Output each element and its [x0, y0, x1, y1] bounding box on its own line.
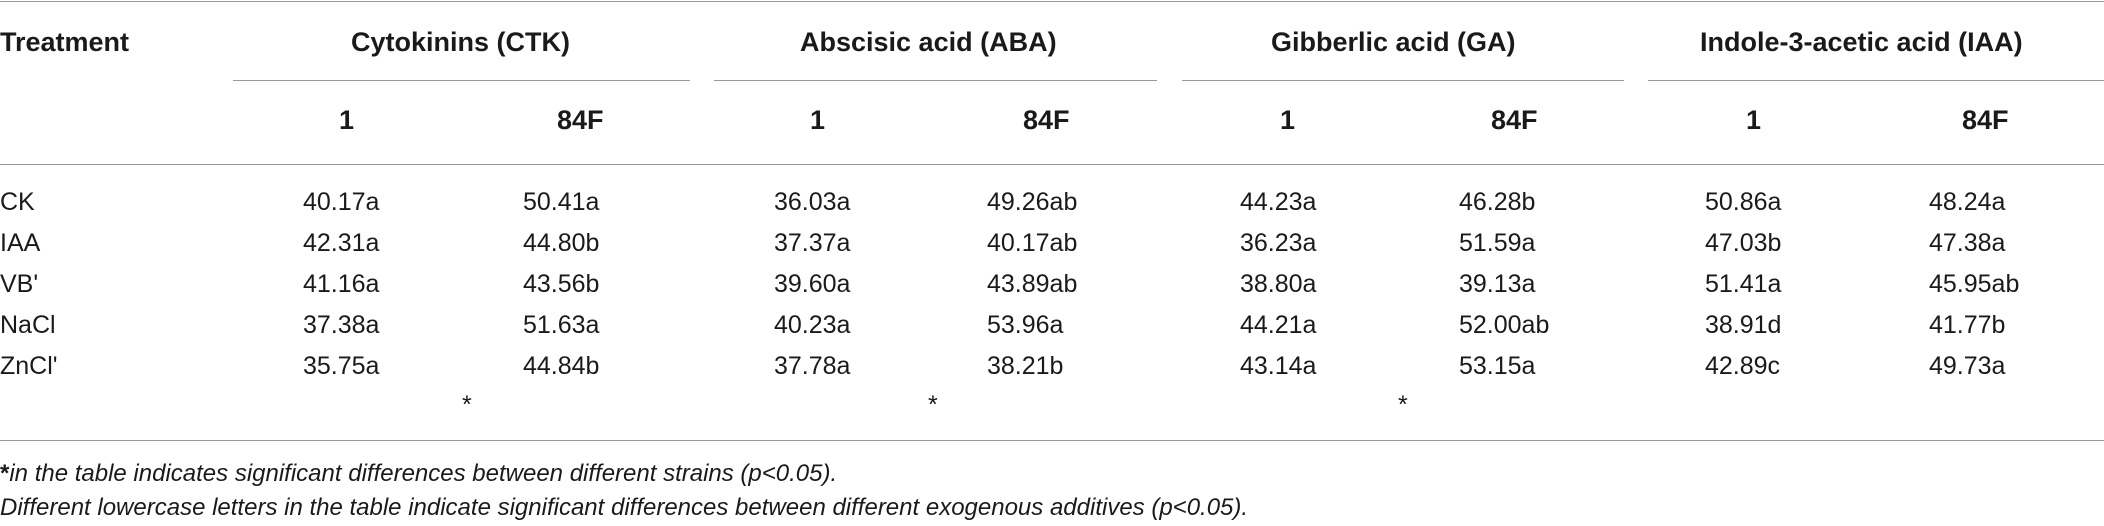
significance-mark-aba: *	[928, 391, 938, 419]
subheader-ctk-1: 1	[339, 105, 355, 135]
table-cell: 53.96a	[987, 311, 1064, 339]
table-cell: 50.41a	[523, 188, 600, 216]
table-cell: 38.80a	[1240, 270, 1317, 298]
table-cell: 51.63a	[523, 311, 600, 339]
row-label: IAA	[0, 229, 41, 257]
table-cell: 35.75a	[303, 352, 380, 380]
table-cell: 41.16a	[303, 270, 380, 298]
footnote-asterisk-text: in the table indicates significant diffe…	[9, 460, 838, 487]
table-cell: 49.73a	[1929, 352, 2006, 380]
footnote-letters: Different lowercase letters in the table…	[0, 494, 1249, 521]
group-rule-aba	[714, 80, 1157, 81]
header-group-ga: Gibberlic acid (GA)	[1271, 27, 1516, 57]
row-label: CK	[0, 188, 35, 216]
subheader-ga-1: 1	[1280, 105, 1296, 135]
footnote-asterisk-symbol: *	[0, 460, 10, 487]
table-cell: 40.23a	[774, 311, 851, 339]
table-cell: 43.14a	[1240, 352, 1317, 380]
row-label: NaCl	[0, 311, 56, 339]
header-treatment: Treatment	[0, 27, 130, 57]
row-label: VB'	[0, 270, 39, 298]
subheader-ga-84f: 84F	[1491, 105, 1538, 135]
subheader-iaa-84f: 84F	[1962, 105, 2009, 135]
row-label: ZnCl'	[0, 352, 58, 380]
table-cell: 47.03b	[1705, 229, 1782, 257]
subheader-aba-84f: 84F	[1023, 105, 1070, 135]
table-cell: 41.77b	[1929, 311, 2006, 339]
subheader-iaa-1: 1	[1746, 105, 1762, 135]
table-cell: 39.13a	[1459, 270, 1536, 298]
group-rule-ga	[1182, 80, 1624, 81]
significance-mark-ga: *	[1398, 391, 1408, 419]
table-cell: 44.23a	[1240, 188, 1317, 216]
table-cell: 44.84b	[523, 352, 600, 380]
table-cell: 44.80b	[523, 229, 600, 257]
header-group-ctk: Cytokinins (CTK)	[351, 27, 570, 57]
header-group-aba: Abscisic acid (ABA)	[800, 27, 1057, 57]
table-cell: 38.21b	[987, 352, 1064, 380]
table-cell: 52.00ab	[1459, 311, 1550, 339]
table-bottom-rule	[0, 440, 2104, 441]
table-cell: 49.26ab	[987, 188, 1078, 216]
table-cell: 36.03a	[774, 188, 851, 216]
table-cell: 43.56b	[523, 270, 600, 298]
group-rule-ctk	[233, 80, 690, 81]
table-cell: 53.15a	[1459, 352, 1536, 380]
table-cell: 39.60a	[774, 270, 851, 298]
table-cell: 46.28b	[1459, 188, 1536, 216]
table-cell: 45.95ab	[1929, 270, 2020, 298]
table-cell: 44.21a	[1240, 311, 1317, 339]
table-cell: 37.38a	[303, 311, 380, 339]
significance-mark-ctk: *	[462, 391, 472, 419]
table-cell: 47.38a	[1929, 229, 2006, 257]
table-cell: 48.24a	[1929, 188, 2006, 216]
table-cell: 42.31a	[303, 229, 380, 257]
table-cell: 42.89c	[1705, 352, 1781, 380]
subheader-aba-1: 1	[810, 105, 826, 135]
header-bottom-rule	[0, 164, 2104, 165]
table-cell: 43.89ab	[987, 270, 1078, 298]
table-cell: 38.91d	[1705, 311, 1782, 339]
table-cell: 36.23a	[1240, 229, 1317, 257]
table-top-rule	[0, 1, 2104, 2]
footnote-asterisk: *in the table indicates significant diff…	[0, 462, 837, 486]
table-cell: 37.37a	[774, 229, 851, 257]
table-cell: 51.41a	[1705, 270, 1782, 298]
group-rule-iaa	[1648, 80, 2104, 81]
table-cell: 50.86a	[1705, 188, 1782, 216]
subheader-ctk-84f: 84F	[557, 105, 604, 135]
table-cell: 37.78a	[774, 352, 851, 380]
table-cell: 40.17ab	[987, 229, 1078, 257]
header-group-iaa: Indole-3-acetic acid (IAA)	[1700, 27, 2023, 57]
table-cell: 40.17a	[303, 188, 380, 216]
table-cell: 51.59a	[1459, 229, 1536, 257]
